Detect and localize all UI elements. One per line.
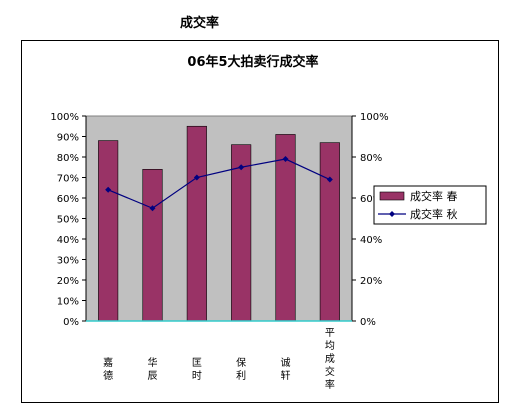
y-tick-label-right: 100% <box>360 112 389 123</box>
y-tick-label-right: 60% <box>360 194 382 205</box>
y-tick-label-right: 0% <box>360 317 376 328</box>
line-point <box>193 174 200 181</box>
x-tick-label: 平均成交率 <box>325 328 335 391</box>
line-point <box>238 164 245 171</box>
bar <box>231 144 252 322</box>
bar <box>142 169 163 322</box>
bar <box>98 140 119 322</box>
x-tick-label: 保利 <box>236 356 246 382</box>
line-point <box>149 205 156 212</box>
y-tick-label-left: 100% <box>50 112 79 123</box>
y-tick-label-left: 90% <box>57 133 79 144</box>
legend-label: 成交率 春 <box>410 189 458 203</box>
plot-background <box>85 115 353 322</box>
y-tick-label-right: 20% <box>360 276 382 287</box>
y-tick-label-left: 60% <box>57 194 79 205</box>
bar <box>186 125 207 322</box>
line-point <box>326 176 333 183</box>
x-tick-label: 嘉德 <box>103 356 113 382</box>
series-line <box>107 158 331 209</box>
legend-label: 成交率 秋 <box>410 207 458 221</box>
chart-title: 06年5大拍卖行成交率 <box>187 54 318 70</box>
line-point <box>105 186 112 193</box>
y-tick-label-left: 70% <box>57 174 79 185</box>
legend-marker <box>389 211 395 217</box>
x-tick-label: 华辰 <box>148 356 158 382</box>
legend-swatch-bar <box>379 191 405 201</box>
y-tick-label-left: 20% <box>57 276 79 287</box>
y-tick-label-left: 80% <box>57 153 79 164</box>
y-tick-label-left: 10% <box>57 297 79 308</box>
plot-area: 0% 10% 20% 30% 40% 50% 60% 70% 80% 90% 100% 0% 20% 40… <box>50 112 388 391</box>
y-tick-label-left: 40% <box>57 235 79 246</box>
x-tick-label: 诚轩 <box>281 357 291 382</box>
y-tick-label-right: 40% <box>360 235 382 246</box>
y-tick-label-left: 50% <box>57 215 79 226</box>
y-tick-label-left: 0% <box>63 317 79 328</box>
x-tick-label: 匡时 <box>192 357 202 382</box>
line-point <box>282 156 289 163</box>
bar <box>319 142 340 322</box>
y-tick-label-left: 30% <box>57 256 79 267</box>
page-title: 成交率 <box>180 16 220 31</box>
y-tick-label-right: 80% <box>360 153 382 164</box>
